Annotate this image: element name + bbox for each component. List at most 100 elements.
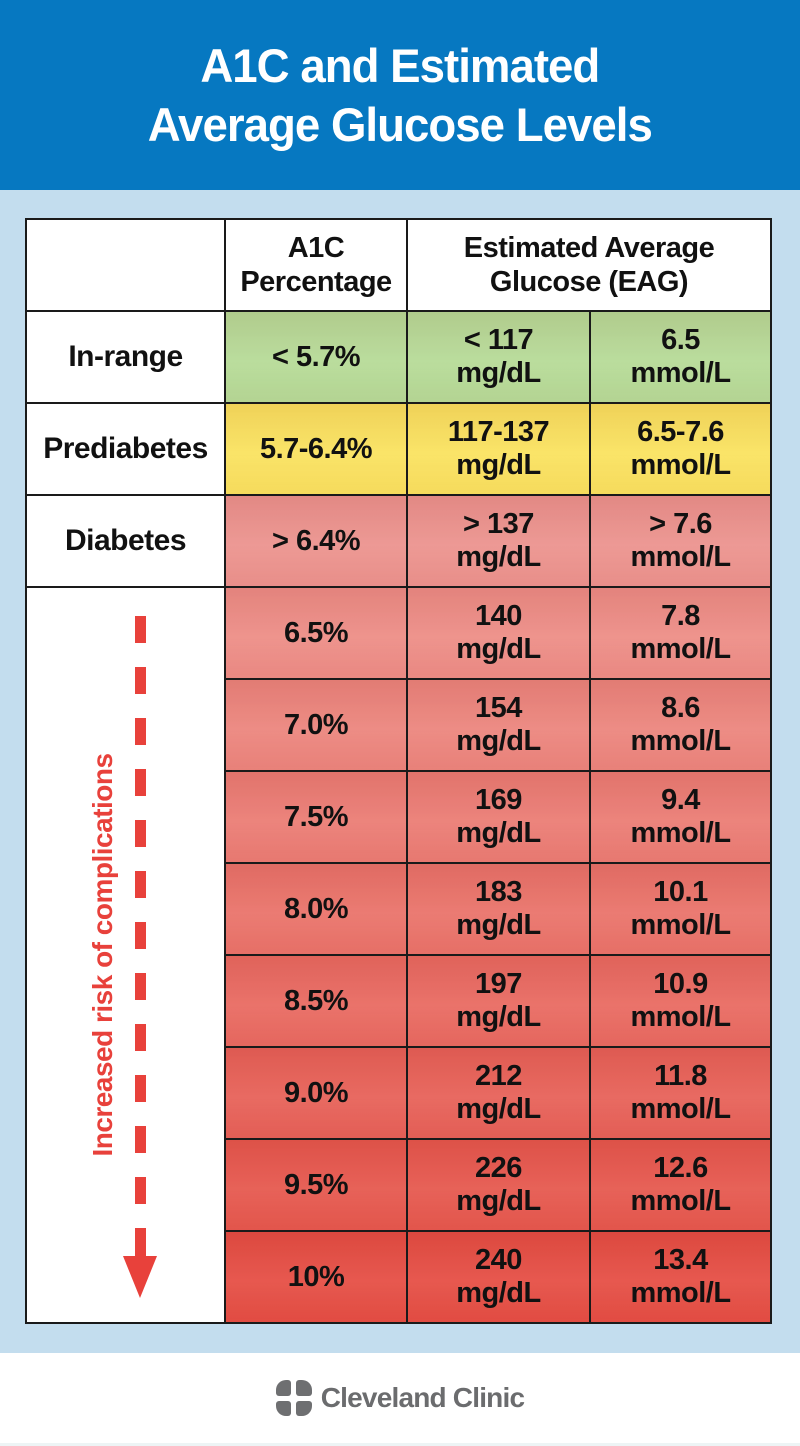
eag-mmol-cell-unit: mmol/L (630, 909, 731, 941)
col-header-eag-line2: Glucose (EAG) (489, 266, 689, 298)
eag-mmol-cell-unit: mmol/L (630, 1093, 731, 1125)
eag-mmol-cell-value: 11.8 (654, 1060, 707, 1092)
eag-mmol-cell-value: 10.1 (653, 876, 708, 908)
eag-mmol-cell-unit: mmol/L (630, 817, 731, 849)
col-header-eag-line1: Estimated Average (463, 232, 715, 264)
a1c-cell: 7.5% (224, 770, 408, 864)
scale-row: 7.5% 169 mg/dL 9.4 mmol/L (26, 770, 772, 864)
a1c-cell-value: < 5.7% (271, 340, 361, 373)
eag-mg-cell-unit: mg/dL (456, 1093, 541, 1125)
eag-mg-cell-value: 197 (475, 968, 522, 1000)
a1c-cell-value: 6.5% (283, 616, 349, 649)
a1c-cell: 9.0% (224, 1046, 408, 1140)
eag-mg-cell-unit: mg/dL (456, 1185, 541, 1217)
eag-mg-cell-value: 140 (475, 600, 522, 632)
eag-mg-cell-unit: mg/dL (456, 817, 541, 849)
down-arrow-icon (123, 616, 157, 1306)
scale-row: 8.0% 183 mg/dL 10.1 mmol/L (26, 862, 772, 956)
col-header-a1c: A1C Percentage (224, 218, 408, 312)
a1c-cell: 8.5% (224, 954, 408, 1048)
eag-mmol-cell-value: 6.5-7.6 (637, 416, 724, 448)
brand-name: Cleveland Clinic (320, 1382, 525, 1413)
eag-mmol-cell: > 7.6 mmol/L (589, 494, 772, 588)
eag-mmol-cell-value: 12.6 (653, 1152, 708, 1184)
eag-mmol-cell-unit: mmol/L (630, 449, 731, 481)
corner-cell (25, 218, 226, 312)
eag-mmol-cell-value: 7.8 (661, 600, 700, 632)
a1c-cell-value: 7.0% (283, 708, 349, 741)
a1c-cell-value: 7.5% (283, 800, 349, 833)
row-label: In-range (25, 310, 226, 404)
eag-mmol-cell: 10.9 mmol/L (589, 954, 772, 1048)
eag-mmol-cell-value: > 7.6 (649, 508, 712, 540)
eag-mmol-cell-value: 10.9 (653, 968, 708, 1000)
eag-mg-cell: 117-137 mg/dL (406, 402, 591, 496)
eag-mmol-cell: 12.6 mmol/L (589, 1138, 772, 1232)
eag-mg-cell: > 137 mg/dL (406, 494, 591, 588)
eag-mmol-cell: 7.8 mmol/L (589, 586, 772, 680)
a1c-cell: < 5.7% (224, 310, 408, 404)
eag-mg-cell-unit: mg/dL (456, 1277, 541, 1309)
category-row: Diabetes > 6.4% > 137 mg/dL > 7.6 mmol/L (25, 494, 772, 588)
a1c-cell-value: 9.5% (283, 1168, 349, 1201)
page-title: A1C and Estimated Average Glucose Levels (148, 36, 653, 154)
row-label: Prediabetes (25, 402, 226, 496)
eag-mg-cell-unit: mg/dL (456, 357, 541, 389)
scale-row: 9.5% 226 mg/dL 12.6 mmol/L (26, 1138, 772, 1232)
cleveland-clinic-logo: Cleveland Clinic (275, 1380, 525, 1416)
eag-mg-cell-value: 169 (475, 784, 522, 816)
eag-mmol-cell-unit: mmol/L (630, 633, 731, 665)
a1c-cell: 8.0% (224, 862, 408, 956)
eag-mmol-cell-value: 6.5 (661, 324, 700, 356)
a1c-cell-value: 8.5% (283, 984, 349, 1017)
eag-mmol-cell-unit: mmol/L (630, 1185, 731, 1217)
eag-mg-cell: 154 mg/dL (406, 678, 591, 772)
eag-mmol-cell-value: 8.6 (661, 692, 700, 724)
category-row: Prediabetes 5.7-6.4% 117-137 mg/dL 6.5-7.6 mm… (25, 402, 772, 496)
a1c-cell-value: 5.7-6.4% (259, 432, 373, 465)
a1c-cell: 6.5% (224, 586, 408, 680)
eag-mg-cell: 140 mg/dL (406, 586, 591, 680)
eag-mg-cell-unit: mg/dL (456, 725, 541, 757)
risk-cell: Increased risk of complications (25, 586, 226, 1324)
a1c-cell: 9.5% (224, 1138, 408, 1232)
a1c-cell: > 6.4% (224, 494, 408, 588)
eag-mmol-cell: 6.5 mmol/L (589, 310, 772, 404)
eag-mg-cell-value: 240 (475, 1244, 522, 1276)
a1c-cell-value: 10% (287, 1260, 345, 1293)
eag-mmol-cell-unit: mmol/L (630, 725, 731, 757)
eag-mg-cell-unit: mg/dL (456, 541, 541, 573)
eag-mg-cell-value: 183 (475, 876, 522, 908)
col-header-a1c-line1: A1C (287, 232, 345, 264)
scale-row: 10% 240 mg/dL 13.4 mmol/L (26, 1230, 772, 1324)
eag-mg-cell-value: < 117 (463, 324, 534, 356)
content-area: A1C Percentage Estimated Average Glucose… (0, 190, 800, 1353)
cleveland-clinic-logo-icon (275, 1380, 312, 1416)
a1c-cell: 5.7-6.4% (224, 402, 408, 496)
a1c-cell-value: 8.0% (283, 892, 349, 925)
col-header-a1c-line2: Percentage (240, 266, 392, 298)
eag-mmol-cell-unit: mmol/L (630, 1277, 731, 1309)
a1c-cell-value: > 6.4% (271, 524, 361, 557)
risk-label: Increased risk of complications (87, 753, 118, 1157)
eag-mmol-cell-unit: mmol/L (630, 1001, 731, 1033)
eag-mmol-cell-unit: mmol/L (630, 357, 731, 389)
scale-row: 7.0% 154 mg/dL 8.6 mmol/L (26, 678, 772, 772)
eag-mg-cell-value: 154 (475, 692, 522, 724)
eag-mmol-cell-value: 13.4 (653, 1244, 708, 1276)
eag-mg-cell-unit: mg/dL (456, 1001, 541, 1033)
eag-mg-cell-value: > 137 (463, 508, 534, 540)
eag-mg-cell-value: 212 (475, 1060, 522, 1092)
a1c-cell: 7.0% (224, 678, 408, 772)
eag-mg-cell-value: 117-137 (447, 416, 550, 448)
eag-mmol-cell-value: 9.4 (661, 784, 700, 816)
eag-mmol-cell: 10.1 mmol/L (589, 862, 772, 956)
eag-mg-cell: 212 mg/dL (406, 1046, 591, 1140)
category-row: In-range < 5.7% < 117 mg/dL 6.5 mmol/L (25, 310, 772, 404)
footer: Cleveland Clinic (0, 1353, 800, 1446)
a1c-cell: 10% (224, 1230, 408, 1324)
eag-mg-cell-unit: mg/dL (456, 909, 541, 941)
eag-mg-cell: 169 mg/dL (406, 770, 591, 864)
scale-row: Increased risk of complications 6.5% 140 mg… (25, 586, 772, 1324)
